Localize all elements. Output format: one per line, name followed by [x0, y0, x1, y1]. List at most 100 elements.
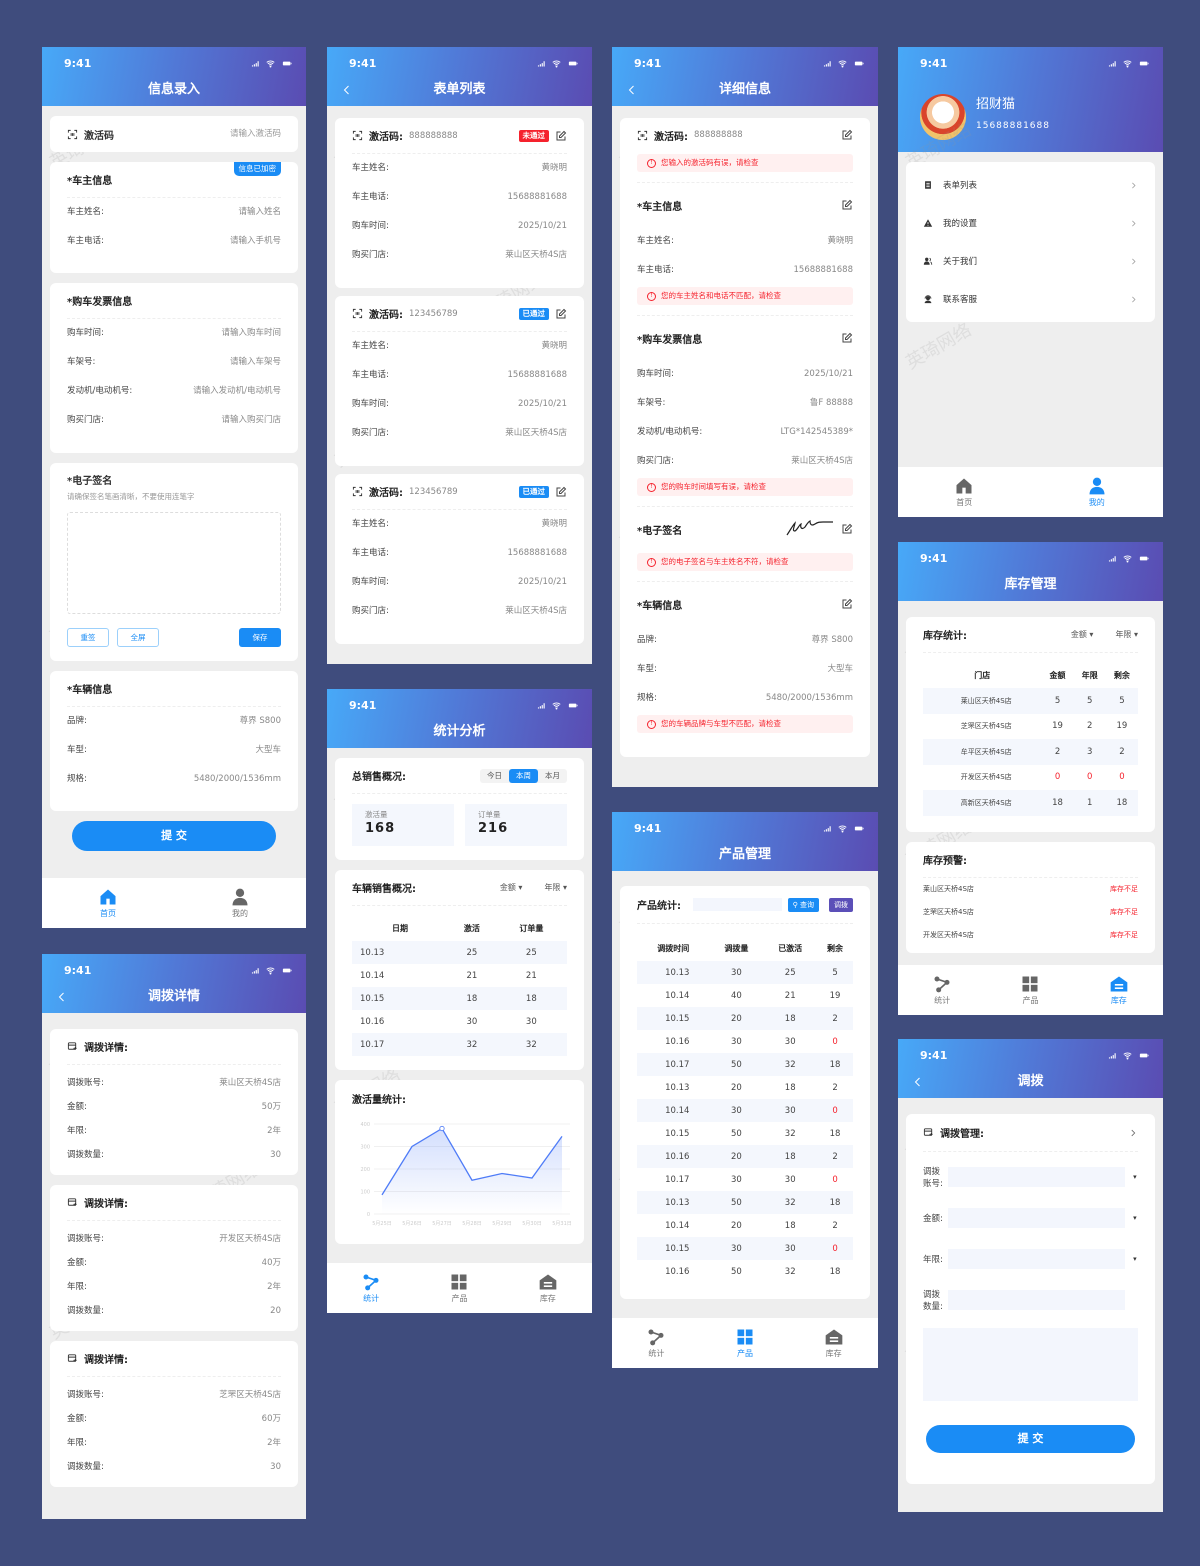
tab-warehouse[interactable]: 库存: [504, 1263, 592, 1313]
edit-icon[interactable]: [555, 130, 567, 142]
edit-icon[interactable]: [841, 598, 853, 610]
caret-down-icon[interactable]: ▾: [1133, 1172, 1137, 1181]
field-input[interactable]: [948, 1207, 1126, 1228]
metric-value: 168: [365, 821, 396, 836]
table-wrap: 门店 金额 年限 剩余 莱山区天桥4S店 5 5 5 芝罘区天桥4S店 19 2 19 牟平区天桥4S店…: [923, 663, 1138, 816]
row-label: 购买门店:: [67, 415, 104, 425]
menu-item[interactable]: 我的设置: [923, 204, 1138, 242]
tab-label: 产品: [451, 1294, 468, 1303]
tab-home[interactable]: 首页: [42, 878, 174, 928]
tab-stats[interactable]: 统计: [898, 965, 986, 1015]
back-icon[interactable]: [626, 83, 638, 97]
remark-textarea[interactable]: [923, 1328, 1138, 1401]
info-row: 车架号: 鲁F 88888: [637, 389, 853, 418]
table-cell: 0: [832, 1174, 838, 1185]
filter-dropdown[interactable]: 金额 ▾: [1071, 629, 1094, 640]
back-icon[interactable]: [341, 83, 353, 97]
activation-code-input[interactable]: 请输入激活码: [229, 128, 281, 139]
tab-stats[interactable]: 统计: [612, 1318, 701, 1368]
metrics: 激活量 168 订单量 216: [352, 804, 567, 846]
product-stats-card: 产品统计: ⚲ 查询 调拨 调拨时间 调拨量 已激活 剩余 10.13 30 25 5 10.14 40…: [620, 886, 870, 1299]
search-button[interactable]: ⚲ 查询: [787, 897, 819, 912]
table-row: 莱山区天桥4S店 5 5 5: [923, 688, 1138, 714]
product-search-input[interactable]: [693, 898, 782, 911]
form-list-item[interactable]: 激活码: 123456789 已通过 车主姓名: 黄晓明 车主电话: 15688881688…: [335, 296, 584, 466]
card-title: 调拨详情:: [67, 1029, 281, 1065]
signature-pad[interactable]: [67, 512, 281, 614]
range-option[interactable]: 今日: [487, 770, 502, 780]
tab-warehouse[interactable]: 库存: [789, 1318, 878, 1368]
row-label: 调拨账号:: [67, 1077, 104, 1088]
tab-grid[interactable]: 产品: [701, 1318, 790, 1368]
info-row[interactable]: 购买门店: 请输入购买门店: [67, 406, 281, 435]
table-cell: 0: [817, 1237, 853, 1260]
range-option[interactable]: 本周: [509, 768, 538, 783]
info-row[interactable]: 车架号: 请输入车架号: [67, 348, 281, 377]
row-value: 大型车: [255, 745, 281, 755]
edit-icon[interactable]: [555, 486, 567, 498]
table-cell: 2: [832, 1220, 838, 1231]
fullscreen-button[interactable]: 全屏: [117, 628, 159, 647]
table-cell: 10.13: [665, 1082, 690, 1093]
submit-button[interactable]: 提 交: [72, 821, 276, 851]
headset-icon: [923, 294, 933, 304]
home-icon: [98, 887, 118, 907]
tab-label: 统计: [934, 996, 951, 1005]
info-row[interactable]: 发动机/电动机号: 请输入发动机/电动机号: [67, 377, 281, 406]
tab-warehouse[interactable]: 库存: [1075, 965, 1163, 1015]
edit-icon[interactable]: [841, 332, 853, 344]
tab-grid[interactable]: 产品: [986, 965, 1074, 1015]
back-icon[interactable]: [912, 1075, 924, 1089]
transfer-button[interactable]: 调拨: [829, 897, 853, 912]
edit-icon[interactable]: [841, 129, 853, 141]
filter-dropdown[interactable]: 金额 ▾: [500, 882, 523, 893]
info-row[interactable]: 购车时间: 请输入购车时间: [67, 319, 281, 348]
table-cell: 10.16: [665, 1266, 690, 1277]
menu-item[interactable]: 关于我们: [923, 242, 1138, 280]
filter-dropdown[interactable]: 年限 ▾: [1115, 629, 1138, 640]
edit-icon[interactable]: [841, 523, 853, 535]
battery-icon: [1137, 59, 1151, 68]
caret-down-icon[interactable]: ▾: [1133, 1213, 1137, 1222]
info-row[interactable]: 车主姓名: 请输入姓名: [67, 198, 281, 227]
tab-grid[interactable]: 产品: [415, 1263, 503, 1313]
signature-card: *电子签名 请确保签名笔画清晰，不要使用连笔字 重签 全屏 保存: [50, 463, 298, 661]
row-value: 莱山区天桥4S店: [505, 250, 567, 260]
tab-home[interactable]: 首页: [898, 467, 1031, 517]
content-area: 库存统计: 金额 ▾ 年限 ▾ 门店 金额 年限 剩余 莱山区天桥4S店 5 5 5 芝罘区天桥4S店…: [898, 601, 1163, 963]
filter-dropdown[interactable]: 年限 ▾: [544, 882, 567, 893]
x-tick-label: 5月27日: [432, 1221, 452, 1227]
tab-stats[interactable]: 统计: [327, 1263, 415, 1313]
status-time: 9:41: [920, 57, 948, 70]
submit-button[interactable]: 提 交: [926, 1425, 1135, 1453]
form-list-item[interactable]: 激活码: 888888888 未通过 车主姓名: 黄晓明 车主电话: 15688881688…: [335, 118, 584, 288]
table-cell: 高新区天桥4S店: [923, 790, 1042, 816]
range-option[interactable]: 本月: [545, 770, 560, 780]
card-title: 产品统计: ⚲ 查询 调拨: [637, 886, 853, 924]
tab-label: 我的: [232, 909, 248, 918]
resign-button[interactable]: 重签: [67, 628, 109, 647]
menu-item[interactable]: 表单列表: [923, 166, 1138, 204]
caret-down-icon[interactable]: ▾: [1133, 1254, 1137, 1263]
field-label: 调拨账号:: [923, 1166, 943, 1189]
edit-icon[interactable]: [555, 308, 567, 320]
tab-label: 统计: [363, 1294, 380, 1303]
info-row[interactable]: 车主电话: 请输入手机号: [67, 227, 281, 256]
edit-icon[interactable]: [841, 199, 853, 211]
tab-user[interactable]: 我的: [1031, 467, 1164, 517]
row-value: 15688881688: [507, 548, 568, 558]
table-cell: 10.14: [637, 1099, 710, 1122]
back-icon[interactable]: [56, 990, 68, 1004]
form-list-item[interactable]: 激活码: 123456789 已通过 车主姓名: 黄晓明 车主电话: 15688881688…: [335, 474, 584, 644]
table-cell: 21: [525, 970, 537, 981]
page-title: 统计分析: [433, 724, 486, 739]
field-input[interactable]: [948, 1248, 1126, 1269]
transfer-icon: [67, 1353, 78, 1364]
tab-user[interactable]: 我的: [174, 878, 306, 928]
field-input[interactable]: [948, 1289, 1126, 1310]
field-input[interactable]: [948, 1166, 1126, 1187]
save-button[interactable]: 保存: [239, 628, 281, 647]
chevron-right-icon[interactable]: [1128, 1128, 1138, 1138]
menu-item[interactable]: 联系客服: [923, 280, 1138, 318]
activation-code-card[interactable]: 激活码 请输入激活码: [50, 116, 298, 152]
